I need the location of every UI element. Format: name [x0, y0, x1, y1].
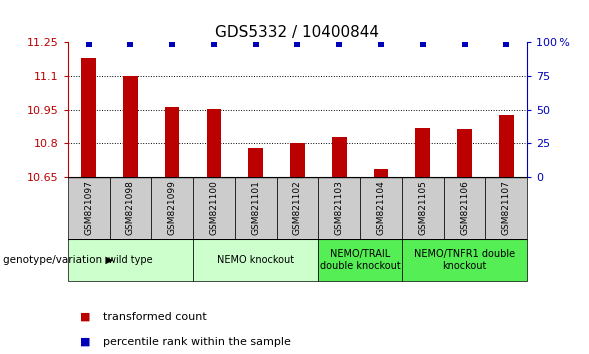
Bar — [402, 239, 527, 281]
Text: GSM821099: GSM821099 — [168, 181, 177, 235]
Text: genotype/variation ▶: genotype/variation ▶ — [3, 255, 113, 265]
Text: NEMO/TRAIL
double knockout: NEMO/TRAIL double knockout — [320, 249, 401, 271]
Bar — [151, 177, 193, 239]
Text: GSM821107: GSM821107 — [502, 181, 511, 235]
Text: ■: ■ — [80, 337, 90, 347]
Text: transformed count: transformed count — [103, 312, 207, 322]
Bar — [110, 177, 151, 239]
Text: GSM821105: GSM821105 — [418, 181, 427, 235]
Bar — [68, 239, 193, 281]
Bar — [457, 129, 472, 177]
Text: wild type: wild type — [108, 255, 153, 265]
Text: NEMO knockout: NEMO knockout — [217, 255, 294, 265]
Bar — [402, 177, 444, 239]
Bar — [444, 177, 485, 239]
Bar — [318, 177, 360, 239]
Text: GSM821098: GSM821098 — [126, 181, 135, 235]
Bar — [360, 177, 402, 239]
Text: GSM821103: GSM821103 — [335, 181, 344, 235]
Bar — [290, 143, 305, 177]
Bar — [235, 177, 277, 239]
Bar — [249, 148, 263, 177]
Bar — [415, 128, 430, 177]
Bar — [499, 115, 514, 177]
Bar — [485, 177, 527, 239]
Bar — [332, 137, 346, 177]
Text: GSM821106: GSM821106 — [460, 181, 469, 235]
Text: GSM821097: GSM821097 — [84, 181, 93, 235]
Bar — [193, 239, 318, 281]
Text: GSM821100: GSM821100 — [210, 181, 219, 235]
Text: ■: ■ — [80, 312, 90, 322]
Bar — [373, 169, 388, 177]
Text: GSM821104: GSM821104 — [376, 181, 385, 235]
Text: GSM821102: GSM821102 — [293, 181, 302, 235]
Bar — [207, 109, 221, 177]
Bar — [165, 108, 180, 177]
Bar — [318, 239, 402, 281]
Bar — [81, 58, 96, 177]
Text: GSM821101: GSM821101 — [251, 181, 260, 235]
Bar — [123, 76, 138, 177]
Bar — [277, 177, 318, 239]
Bar — [68, 177, 110, 239]
Text: NEMO/TNFR1 double
knockout: NEMO/TNFR1 double knockout — [414, 249, 515, 271]
Bar — [193, 177, 235, 239]
Title: GDS5332 / 10400844: GDS5332 / 10400844 — [216, 25, 379, 40]
Text: percentile rank within the sample: percentile rank within the sample — [103, 337, 291, 347]
